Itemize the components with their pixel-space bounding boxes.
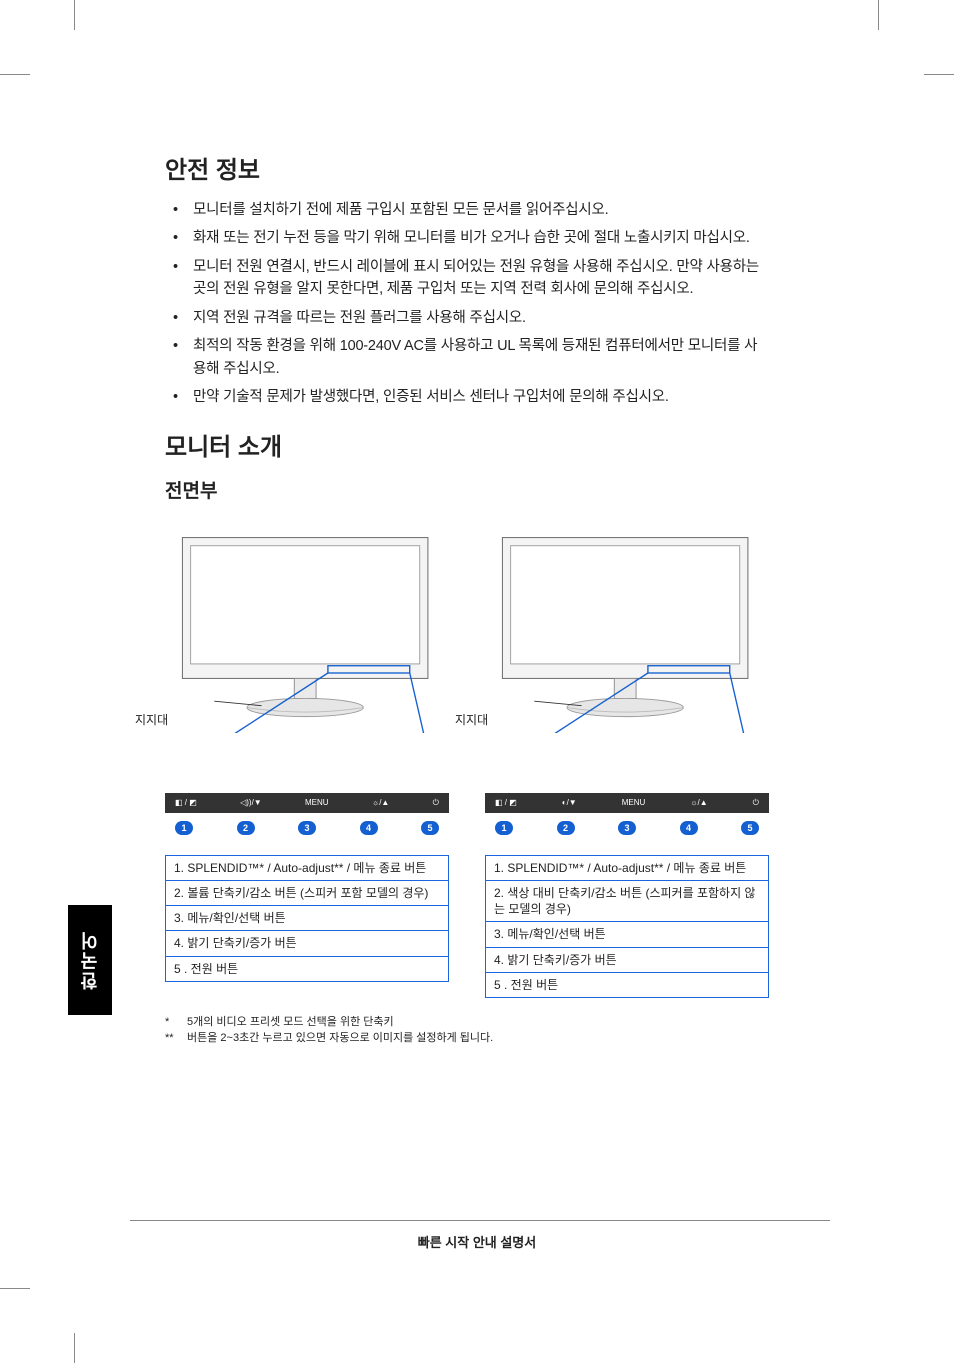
diagram-left: 지지대 ◧ / ◩ ◁))/▼ MENU ☼/▲ ⏻ 1 2 3 4 5 xyxy=(165,533,449,998)
legend-row: 5 . 전원 버튼 xyxy=(486,972,768,997)
btn-menu-label: MENU xyxy=(305,798,329,807)
btn-power-icon: ⏻ xyxy=(753,798,759,808)
monitor-illustration xyxy=(165,533,449,733)
legend-row: 3. 메뉴/확인/선택 버튼 xyxy=(486,921,768,946)
btn-brightness-icon: ☼/▲ xyxy=(690,798,707,807)
legend-left: 1. SPLENDID™* / Auto-adjust** / 메뉴 종료 버튼… xyxy=(165,855,449,982)
num-badge: 5 xyxy=(421,821,439,835)
legend-right: 1. SPLENDID™* / Auto-adjust** / 메뉴 종료 버튼… xyxy=(485,855,769,998)
legend-row: 5 . 전원 버튼 xyxy=(166,956,448,981)
button-bar-right: ◧ / ◩ ◐/▼ MENU ☼/▲ ⏻ xyxy=(485,793,769,813)
num-badge: 5 xyxy=(741,821,759,835)
footnote-text: 5개의 비디오 프리셋 모드 선택을 위한 단축키 xyxy=(187,1014,394,1031)
num-badge: 2 xyxy=(237,821,255,835)
stand-label: 지지대 xyxy=(455,711,488,728)
diagram-right: 지지대 ◧ / ◩ ◐/▼ MENU ☼/▲ ⏻ 1 2 3 4 5 xyxy=(485,533,769,998)
legend-row: 4. 밝기 단축키/증가 버튼 xyxy=(486,947,768,972)
btn-splendid-icon: ◧ / ◩ xyxy=(495,798,517,807)
heading-front: 전면부 xyxy=(165,476,765,503)
number-row: 1 2 3 4 5 xyxy=(485,821,769,835)
stand-label: 지지대 xyxy=(135,711,168,728)
safety-list: 모니터를 설치하기 전에 제품 구입시 포함된 모든 문서를 읽어주십시오. 화… xyxy=(165,199,765,409)
button-bar-left: ◧ / ◩ ◁))/▼ MENU ☼/▲ ⏻ xyxy=(165,793,449,813)
safety-item: 화재 또는 전기 누전 등을 막기 위해 모니터를 비가 오거나 습한 곳에 절… xyxy=(165,227,765,249)
num-badge: 2 xyxy=(557,821,575,835)
footer-rule xyxy=(130,1220,830,1221)
monitor-illustration xyxy=(485,533,769,733)
language-tab-text: 한국어 xyxy=(77,930,103,990)
number-row: 1 2 3 4 5 xyxy=(165,821,449,835)
safety-item: 최적의 작동 환경을 위해 100-240V AC를 사용하고 UL 목록에 등… xyxy=(165,335,765,380)
btn-splendid-icon: ◧ / ◩ xyxy=(175,798,197,807)
legend-row: 1. SPLENDID™* / Auto-adjust** / 메뉴 종료 버튼 xyxy=(166,856,448,880)
safety-item: 만약 기술적 문제가 발생했다면, 인증된 서비스 센터나 구입처에 문의해 주… xyxy=(165,386,765,408)
legend-row: 1. SPLENDID™* / Auto-adjust** / 메뉴 종료 버튼 xyxy=(486,856,768,880)
language-tab: 한국어 xyxy=(68,905,112,1015)
safety-item: 지역 전원 규격을 따르는 전원 플러그를 사용해 주십시오. xyxy=(165,307,765,329)
heading-safety: 안전 정보 xyxy=(165,150,765,185)
num-badge: 1 xyxy=(495,821,513,835)
num-badge: 3 xyxy=(618,821,636,835)
heading-intro: 모니터 소개 xyxy=(165,427,765,462)
legend-row: 2. 색상 대비 단축키/감소 버튼 (스피커를 포함하지 않는 모델의 경우) xyxy=(486,880,768,921)
safety-item: 모니터 전원 연결시, 반드시 레이블에 표시 되어있는 전원 유형을 사용해 … xyxy=(165,256,765,301)
footer-text: 빠른 시작 안내 설명서 xyxy=(0,1232,954,1251)
num-badge: 1 xyxy=(175,821,193,835)
btn-volume-icon: ◁))/▼ xyxy=(240,798,262,807)
num-badge: 4 xyxy=(360,821,378,835)
footnotes: * 5개의 비디오 프리셋 모드 선택을 위한 단축키 ** 버튼을 2~3초간… xyxy=(165,1014,765,1047)
num-badge: 3 xyxy=(298,821,316,835)
legend-row: 2. 볼륨 단축키/감소 버튼 (스피커 포함 모델의 경우) xyxy=(166,880,448,905)
btn-brightness-icon: ☼/▲ xyxy=(372,798,389,807)
footnote-mark: * xyxy=(165,1014,187,1031)
safety-item: 모니터를 설치하기 전에 제품 구입시 포함된 모든 문서를 읽어주십시오. xyxy=(165,199,765,221)
footnote-mark: ** xyxy=(165,1030,187,1047)
legend-row: 4. 밝기 단축키/증가 버튼 xyxy=(166,930,448,955)
legend-row: 3. 메뉴/확인/선택 버튼 xyxy=(166,905,448,930)
btn-contrast-icon: ◐/▼ xyxy=(562,798,577,807)
num-badge: 4 xyxy=(680,821,698,835)
btn-power-icon: ⏻ xyxy=(433,798,439,808)
footnote-text: 버튼을 2~3초간 누르고 있으면 자동으로 이미지를 설정하게 됩니다. xyxy=(187,1030,493,1047)
btn-menu-label: MENU xyxy=(622,798,646,807)
